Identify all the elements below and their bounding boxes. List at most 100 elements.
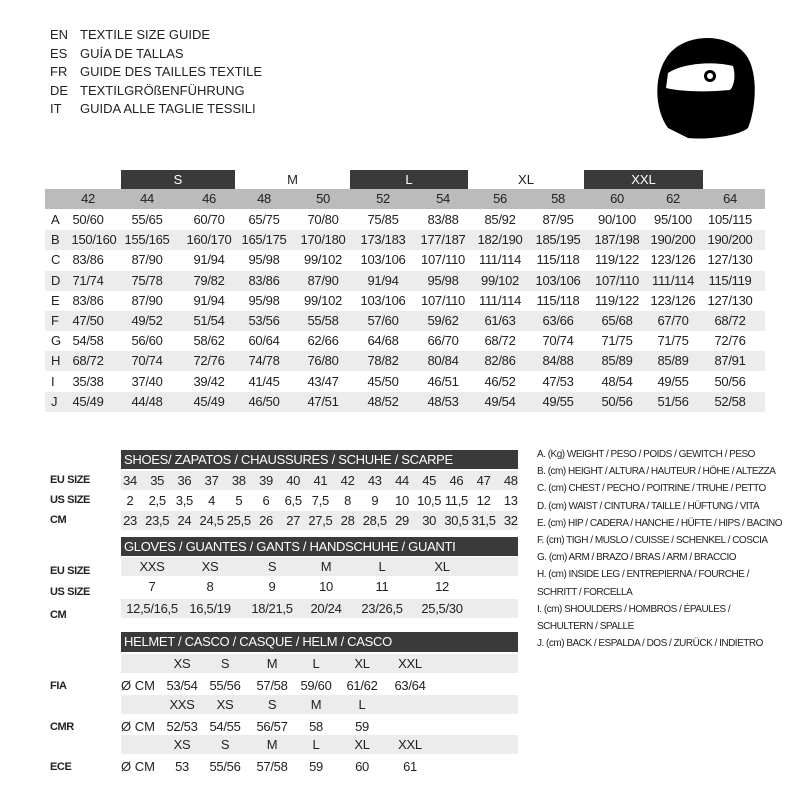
table-cell: 182/190 xyxy=(477,232,523,248)
table-cell: 68/72 xyxy=(484,333,516,349)
table-cell: 65/75 xyxy=(248,212,280,227)
table-cell: XL xyxy=(434,559,450,574)
table-cell: 46/52 xyxy=(484,373,516,389)
value-cell: 59/60 xyxy=(300,678,332,693)
table-cell: 103/106 xyxy=(360,252,406,268)
table-cell: 95/100 xyxy=(654,212,692,227)
table-cell: 44/48 xyxy=(131,393,163,409)
table-cell: 170/180 xyxy=(300,232,346,248)
table-cell: 61/63 xyxy=(484,313,516,328)
row-shade xyxy=(45,270,765,291)
legend-item: SCHRITT / FORCELLA xyxy=(537,586,633,598)
table-cell: 75/85 xyxy=(367,212,399,227)
size-cell: XS xyxy=(173,656,191,671)
table-cell: 54/58 xyxy=(72,333,104,349)
table-cell: 47/50 xyxy=(72,313,104,328)
legend-item: G. (cm) ARM / BRAZO / BRAS / ARM / BRACC… xyxy=(537,552,737,564)
row-label: A xyxy=(51,212,60,227)
table-cell: 39/42 xyxy=(193,373,225,389)
table-cell: 105/115 xyxy=(708,212,752,227)
table-cell: L xyxy=(378,559,386,574)
shoes-section-title: SHOES/ ZAPATOS / CHAUSSURES / SCHUHE / S… xyxy=(121,450,518,469)
table-cell: 48/52 xyxy=(367,393,399,409)
table-cell: 119/122 xyxy=(595,252,639,268)
column-header: 64 xyxy=(723,191,737,206)
value-cell: 54/55 xyxy=(209,718,241,734)
table-cell: 187/198 xyxy=(594,232,640,248)
table-cell: 57/60 xyxy=(367,313,399,328)
row-label: I xyxy=(51,373,55,389)
value-cell: 56/57 xyxy=(256,718,288,734)
table-cell: 50/56 xyxy=(714,373,746,389)
table-cell: 24 xyxy=(177,513,192,528)
table-cell: 29 xyxy=(395,513,409,528)
table-cell: 9 xyxy=(268,579,276,594)
row-label: E xyxy=(51,292,60,308)
table-cell: 65/68 xyxy=(601,313,633,328)
row-label: US SIZE xyxy=(50,586,90,598)
table-cell: 24,5 xyxy=(199,513,224,528)
table-cell: 2,5 xyxy=(148,493,166,508)
value-cell: 53/54 xyxy=(166,678,198,693)
table-cell: 103/106 xyxy=(360,292,406,308)
table-cell: 12,5/16,5 xyxy=(126,601,178,616)
table-cell: 37 xyxy=(204,473,219,488)
table-cell: 7 xyxy=(148,579,156,594)
table-cell: 16,5/19 xyxy=(189,601,231,616)
table-cell: 44 xyxy=(395,473,409,488)
row-shade xyxy=(121,654,518,673)
table-cell: 47/51 xyxy=(307,393,339,409)
size-cell: L xyxy=(358,696,366,712)
table-cell: 3,5 xyxy=(175,493,193,508)
table-cell: 48/53 xyxy=(427,393,459,409)
language-code: IT xyxy=(50,101,62,116)
table-cell: 5 xyxy=(235,493,243,508)
table-cell: 25,5/30 xyxy=(421,601,463,616)
table-cell: 11,5 xyxy=(444,493,468,508)
table-cell: 47 xyxy=(476,473,491,488)
table-cell: 41/45 xyxy=(248,373,280,389)
legend-item: H. (cm) INSIDE LEG / ENTREPIERNA / FOURC… xyxy=(537,569,749,581)
table-cell: 123/126 xyxy=(650,292,696,308)
column-header: 62 xyxy=(666,191,680,206)
table-cell: 99/102 xyxy=(481,272,519,288)
table-cell: M xyxy=(320,559,332,574)
table-cell: 60/64 xyxy=(248,333,280,349)
row-label: C xyxy=(51,252,61,268)
value-cell: 57/58 xyxy=(256,678,288,693)
legend-item: J. (cm) BACK / ESPALDA / DOS / ZURÜCK / … xyxy=(537,638,763,650)
row-shade xyxy=(45,351,765,372)
table-cell: 45/49 xyxy=(72,393,104,409)
table-cell: 63/66 xyxy=(542,313,574,328)
table-cell: 70/80 xyxy=(307,212,339,227)
language-title: GUIDE DES TAILLES TEXTILE xyxy=(80,64,263,79)
size-cell: XS xyxy=(173,737,191,752)
table-cell: 38 xyxy=(231,473,246,488)
size-cell: L xyxy=(312,656,320,671)
row-label: CM xyxy=(50,609,67,621)
unit-label: Ø CM xyxy=(121,759,155,774)
legend-item: F. (cm) TIGH / MUSLO / CUISSE / SCHENKEL… xyxy=(537,535,768,546)
size-cell: XL xyxy=(354,737,370,752)
row-shade xyxy=(45,391,765,412)
column-header: 58 xyxy=(551,191,565,206)
column-header-bar xyxy=(45,189,765,209)
table-cell: 2 xyxy=(126,493,134,508)
table-cell: 53/56 xyxy=(248,313,280,328)
row-label: CM xyxy=(50,514,67,526)
table-cell: 165/175 xyxy=(241,232,287,248)
table-cell: 8 xyxy=(344,493,352,508)
table-cell: 18/21,5 xyxy=(251,601,293,616)
table-cell: 87/91 xyxy=(714,353,746,369)
language-code: ES xyxy=(50,45,68,61)
table-cell: 70/74 xyxy=(542,333,574,349)
column-header: 50 xyxy=(316,191,330,206)
table-cell: 43 xyxy=(367,473,382,488)
table-cell: 64/68 xyxy=(367,333,399,349)
table-cell: 111/114 xyxy=(652,272,694,288)
size-cell: M xyxy=(266,737,278,752)
table-cell: 90/100 xyxy=(598,212,636,227)
table-cell: 8 xyxy=(206,579,214,594)
table-cell: 31,5 xyxy=(471,513,496,528)
